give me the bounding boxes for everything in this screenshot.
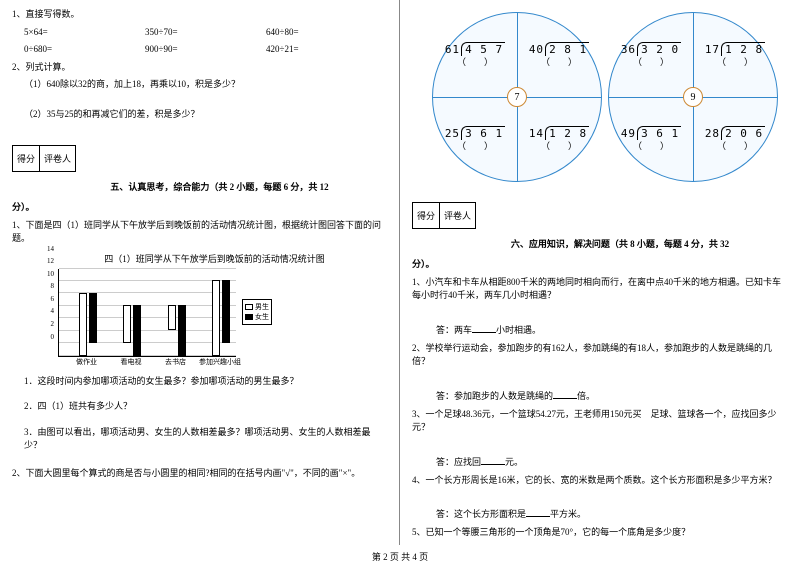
- q2-1: （1）640除以32的商，加上18，再乘以10，积是多少？: [12, 78, 387, 92]
- q2-title: 2、列式计算。: [12, 61, 387, 75]
- q2-2: （2）35与25的和再减它们的差，积是多少？: [12, 108, 387, 122]
- p2: 2、下面大圆里每个算式的商是否与小圆里的相同?相同的在括号内画"√"，不同的画"…: [12, 467, 387, 481]
- r-a2: 答：参加跑步的人数是跳绳的倍。: [412, 389, 788, 402]
- r-q2: 2、学校举行运动会，参加跑步的有162人，参加跳绳的有18人，参加跑步的人数是跳…: [412, 342, 788, 369]
- r-a3: 答：应找回元。: [412, 455, 788, 468]
- r-a4: 答：这个长方形面积是平方米。: [412, 507, 788, 520]
- score-box: 得分 评卷人: [12, 145, 76, 172]
- r-q5: 5、已知一个等腰三角形的一个顶角是70°，它的每一个底角是多少度？: [412, 526, 788, 540]
- chart-title: 四（1）班同学从下午放学后到晚饭前的活动情况统计图: [42, 252, 387, 265]
- section-5-tail: 分）。: [12, 201, 387, 215]
- p1-q3: 3．由图可以看出，哪项活动男、女生的人数相差最多？哪项活动男、女生的人数相差最少…: [12, 426, 387, 453]
- page-footer: 第 2 页 共 4 页: [0, 550, 800, 563]
- r-a1: 答：两车小时相遇。: [412, 323, 788, 336]
- bar-chart: 四（1）班同学从下午放学后到晚饭前的活动情况统计图 02468101214 做作…: [42, 252, 387, 369]
- legend-male: 男生: [255, 302, 269, 312]
- score-label: 得分: [412, 202, 440, 229]
- p1: 1、下面是四（1）班同学从下午放学后到晚饭前的活动情况统计图，根据统计图回答下面…: [12, 219, 387, 246]
- section-6-tail: 分）。: [412, 258, 788, 272]
- q1-title: 1、直接写得数。: [12, 8, 387, 22]
- r-q4: 4、一个长方形周长是16米，它的长、宽的米数是两个质数。这个长方形面积是多少平方…: [412, 474, 788, 488]
- eq-row-2: 0÷680= 900÷90= 420÷21=: [12, 43, 387, 57]
- r-q3: 3、一个足球48.36元，一个篮球54.27元，王老师用150元买 足球、篮球各…: [412, 408, 788, 435]
- eq: 5×64=: [24, 26, 145, 40]
- grader-label: 评卷人: [440, 202, 476, 229]
- eq: 900÷90=: [145, 43, 266, 57]
- p1-q1: 1．这段时间内参加哪项活动的女生最多？参加哪项活动的男生最多？: [12, 375, 387, 389]
- p1-q2: 2．四（1）班共有多少人？: [12, 400, 387, 414]
- eq: 640÷80=: [266, 26, 387, 40]
- division-circle: 7614 5 7（ ）402 8 1（ ）253 6 1（ ）141 2 8（ …: [432, 12, 602, 182]
- r-q1: 1、小汽车和卡车从相距800千米的两地同时相向而行，在离中点40千米的地方相遇。…: [412, 276, 788, 303]
- section-5-title: 五、认真思考，综合能力（共 2 小题，每题 6 分，共 12: [52, 180, 387, 193]
- eq: 350÷70=: [145, 26, 266, 40]
- section-6-title: 六、应用知识，解决问题（共 8 小题，每题 4 分，共 32: [452, 237, 788, 250]
- division-circle: 9363 2 0（ ）171 2 8（ ）493 6 1（ ）282 0 6（ …: [608, 12, 778, 182]
- grader-label: 评卷人: [40, 145, 76, 172]
- chart-legend: 男生 女生: [242, 299, 272, 325]
- score-box: 得分 评卷人: [412, 202, 476, 229]
- legend-female: 女生: [255, 312, 269, 322]
- eq: 0÷680=: [24, 43, 145, 57]
- eq: 420÷21=: [266, 43, 387, 57]
- eq-row-1: 5×64= 350÷70= 640÷80=: [12, 26, 387, 40]
- score-label: 得分: [12, 145, 40, 172]
